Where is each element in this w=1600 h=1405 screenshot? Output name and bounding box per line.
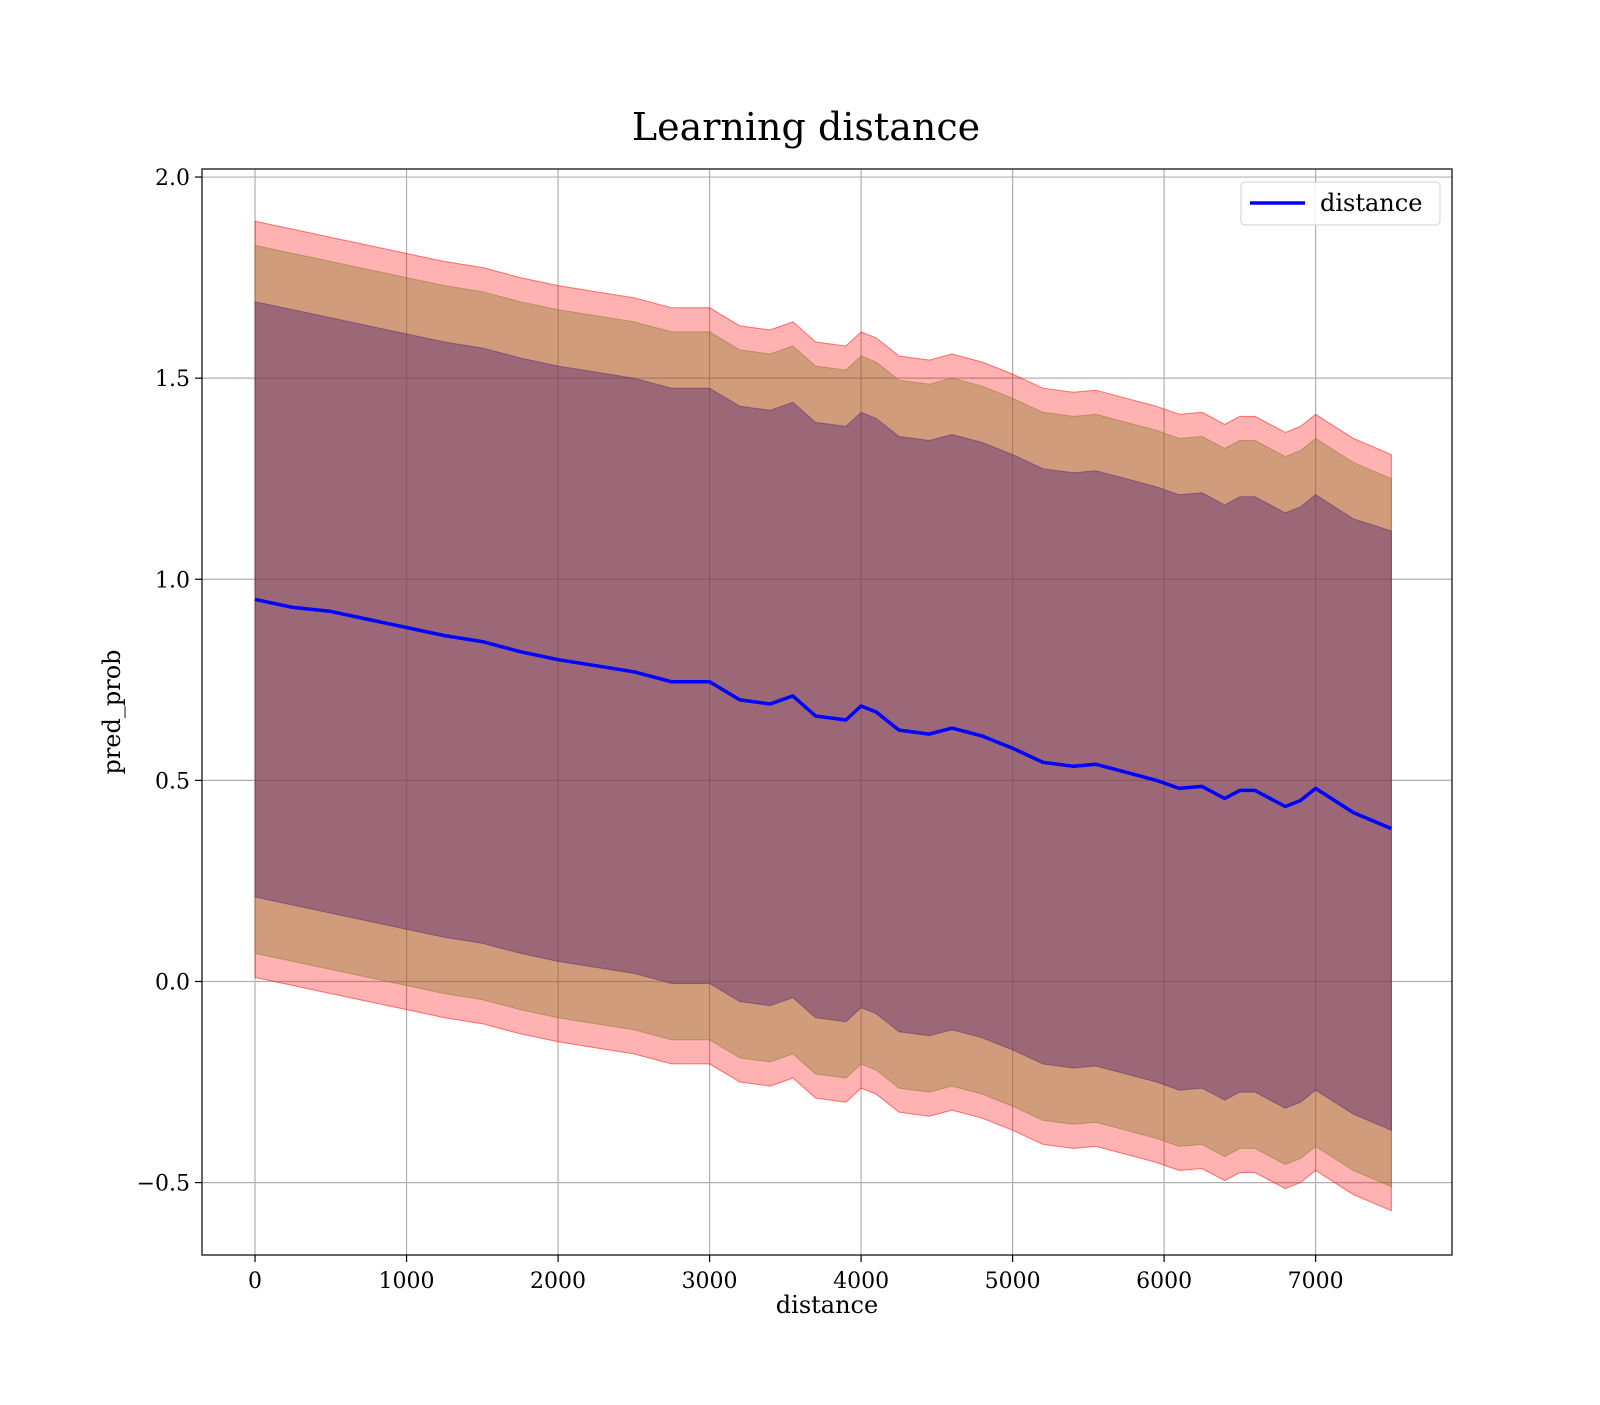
y-tick-label: 1.0 (155, 568, 190, 593)
y-tick-label: 0.0 (155, 970, 190, 995)
band-layer (254, 220, 1392, 1212)
x-tick-label: 0 (248, 1269, 262, 1294)
y-tick-label: 2.0 (155, 166, 190, 191)
x-tick-label: 1000 (379, 1269, 435, 1294)
y-axis-ticks: −0.5 0.0 0.5 1.0 1.5 2.0 (137, 166, 202, 1197)
x-tick-label: 3000 (682, 1269, 738, 1294)
x-tick-label: 7000 (1288, 1269, 1344, 1294)
x-tick-label: 6000 (1136, 1269, 1192, 1294)
y-tick-label: −0.5 (137, 1172, 190, 1197)
series-line-distance (254, 597, 1393, 831)
x-axis-ticks: 0 1000 2000 3000 4000 5000 6000 7000 (248, 1255, 1344, 1294)
x-tick-label: 4000 (833, 1269, 889, 1294)
y-tick-label: 0.5 (155, 769, 190, 794)
line-layer (254, 597, 1393, 831)
plot-frame (201, 168, 1453, 1256)
y-axis-label: pred_prob (98, 649, 126, 774)
x-axis-label: distance (776, 1291, 878, 1319)
legend: distance (1240, 181, 1441, 226)
grid-layer (202, 169, 1452, 1255)
chart-title: Learning distance (632, 105, 980, 149)
y-tick-label: 1.5 (155, 367, 190, 392)
x-tick-label: 5000 (985, 1269, 1041, 1294)
legend-box (1240, 181, 1441, 226)
legend-label-distance: distance (1320, 189, 1422, 217)
x-tick-label: 2000 (530, 1269, 586, 1294)
